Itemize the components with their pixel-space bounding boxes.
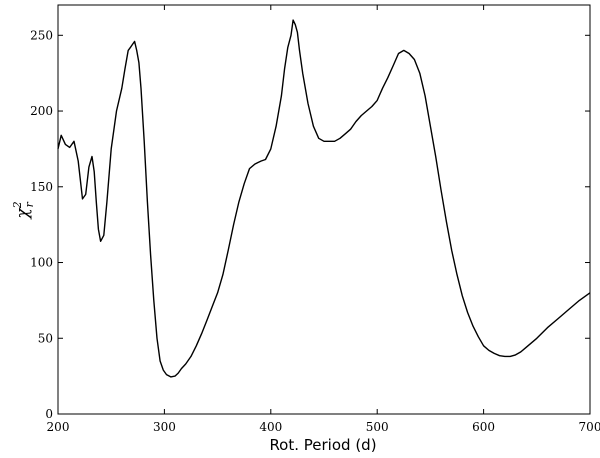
x-tick-label: 300 <box>153 420 176 434</box>
x-tick-label: 200 <box>47 420 70 434</box>
y-tick-label: 250 <box>30 28 53 42</box>
x-tick-label: 700 <box>579 420 600 434</box>
plot-frame <box>57 4 591 415</box>
x-tick-label: 500 <box>366 420 389 434</box>
y-tick-label: 150 <box>30 180 53 194</box>
y-tick-label: 0 <box>45 407 53 421</box>
y-tick-label: 50 <box>38 331 53 345</box>
svg-text:χ2r: χ2r <box>11 201 36 219</box>
y-axis-label-subscript: r <box>23 201 36 207</box>
x-axis: 200 300 400 500 600 700 <box>47 5 600 434</box>
y-tick-label: 100 <box>30 256 53 270</box>
y-axis-label: χ2r <box>11 201 36 219</box>
x-tick-label: 400 <box>259 420 282 434</box>
y-axis-label-symbol: χ <box>13 207 33 220</box>
x-tick-label: 600 <box>472 420 495 434</box>
y-tick-label: 200 <box>30 104 53 118</box>
series-line <box>57 19 591 378</box>
x-axis-label: Rot. Period (d) <box>269 436 376 454</box>
y-axis-label-superscript: 2 <box>11 201 24 209</box>
y-axis: 0 50 100 150 200 250 <box>30 28 590 421</box>
